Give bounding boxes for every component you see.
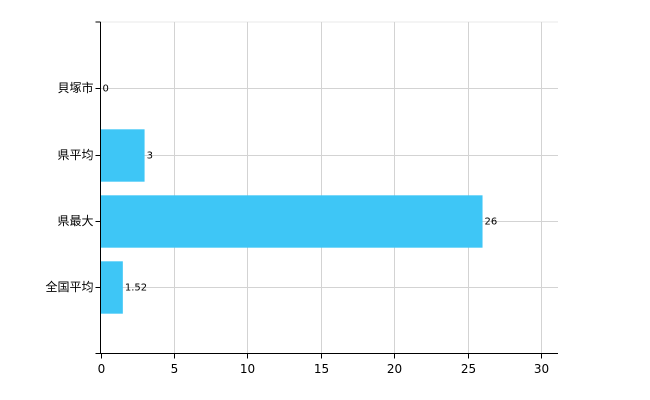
x-tick-label: 0 [98,362,106,376]
x-tick-label: 25 [461,362,476,376]
data-label: 1.52 [125,283,147,294]
y-tick-label: 全国平均 [45,279,93,294]
data-label: 26 [485,217,498,228]
x-tick-label: 5 [171,362,179,376]
data-label: 3 [147,151,153,162]
bar [100,195,483,248]
bar [100,261,123,314]
x-tick-label: 30 [534,362,549,376]
y-tick-label: 県最大 [57,214,93,228]
x-tick-label: 15 [314,362,329,376]
y-tick-label: 県平均 [57,148,93,162]
data-label: 0 [103,84,109,95]
bar [100,129,145,182]
x-tick-label: 20 [387,362,402,376]
x-tick-label: 10 [240,362,255,376]
y-tick-label: 貝塚市 [57,80,93,95]
